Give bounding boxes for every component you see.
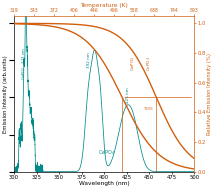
Text: GdPO$_4$ - 313 nm: GdPO$_4$ - 313 nm [20,46,28,80]
X-axis label: Temperature (K): Temperature (K) [80,3,128,8]
Text: GdPO$_4$: GdPO$_4$ [129,56,137,71]
Y-axis label: Relative Emission Intensity (%): Relative Emission Intensity (%) [207,53,212,135]
Y-axis label: Emission Intensity (arb.units): Emission Intensity (arb.units) [3,55,8,133]
X-axis label: Wavelength (nm): Wavelength (nm) [79,181,129,186]
Text: CePO$_4$: CePO$_4$ [98,148,115,157]
Text: 392 nm: 392 nm [87,52,91,68]
Text: 425 nm: 425 nm [126,88,130,103]
Text: T$_{50\%}$: T$_{50\%}$ [143,105,155,112]
Text: CePO$_4$: CePO$_4$ [145,56,153,71]
